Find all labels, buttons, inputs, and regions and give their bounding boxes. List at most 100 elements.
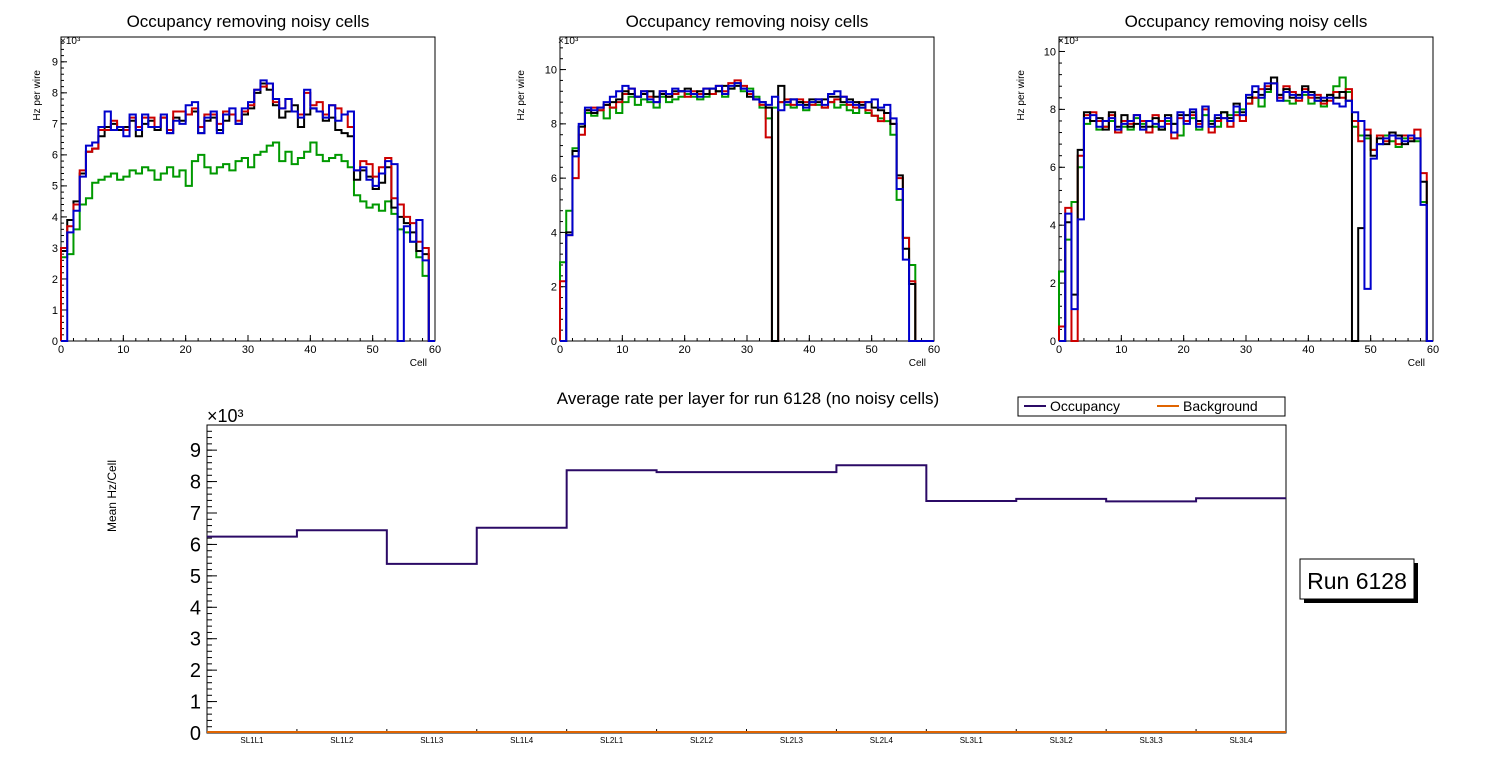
y-tick-label: 5 bbox=[52, 181, 58, 193]
histogram-blue bbox=[560, 82, 934, 342]
x-tick-label: 20 bbox=[679, 344, 691, 356]
x-category-label: SL2L1 bbox=[600, 736, 624, 745]
y-tick-label: 4 bbox=[52, 212, 58, 224]
y-tick-label: 6 bbox=[551, 173, 557, 185]
histogram-black bbox=[560, 84, 934, 342]
y-tick-label: 7 bbox=[52, 119, 58, 131]
y-tick-label: 1 bbox=[52, 305, 58, 317]
plot-frame bbox=[559, 36, 935, 342]
y-axis-exponent: ×10³ bbox=[207, 406, 244, 426]
legend-entry-occupancy: Occupancy bbox=[1050, 398, 1120, 414]
chart-title: Occupancy removing noisy cells bbox=[127, 12, 370, 31]
legend-box bbox=[1017, 396, 1286, 417]
y-axis-label: Hz per wire bbox=[516, 70, 527, 121]
x-tick-label: 10 bbox=[117, 344, 129, 356]
run-annotation: Run 6128 bbox=[1299, 558, 1418, 603]
x-tick-label: 40 bbox=[304, 344, 316, 356]
y-axis-exponent: ×10³ bbox=[60, 36, 81, 47]
y-axis-exponent: ×10³ bbox=[558, 36, 579, 47]
average-rate-histogram: Average rate per layer for run 6128 (no … bbox=[105, 389, 1418, 745]
x-tick-label: 60 bbox=[429, 344, 441, 356]
y-tick-label: 5 bbox=[190, 566, 201, 588]
top-middle-histogram: Occupancy removing noisy cells Hz per wir… bbox=[516, 12, 940, 369]
y-tick-label: 10 bbox=[1044, 46, 1056, 58]
y-tick-label: 6 bbox=[52, 150, 58, 162]
y-tick-label: 7 bbox=[190, 503, 201, 525]
x-category-label: SL3L3 bbox=[1140, 736, 1164, 745]
x-tick-label: 0 bbox=[557, 344, 563, 356]
x-tick-label: 50 bbox=[1365, 344, 1377, 356]
legend: Occupancy Background bbox=[1017, 396, 1286, 417]
legend-entry-background: Background bbox=[1183, 398, 1258, 414]
x-category-label: SL1L3 bbox=[420, 736, 444, 745]
x-tick-label: 50 bbox=[866, 344, 878, 356]
x-tick-label: 60 bbox=[1427, 344, 1439, 356]
y-tick-label: 2 bbox=[1050, 278, 1056, 290]
annotation-box bbox=[1299, 558, 1415, 600]
histogram-red bbox=[559, 79, 934, 342]
y-tick-label: 3 bbox=[52, 243, 58, 255]
x-tick-label: 40 bbox=[803, 344, 815, 356]
y-tick-label: 1 bbox=[190, 692, 201, 714]
top-left-histogram: Occupancy removing noisy cells Hz per wir… bbox=[32, 12, 441, 369]
y-tick-label: 9 bbox=[52, 57, 58, 69]
y-tick-label: 6 bbox=[1050, 162, 1056, 174]
x-tick-label: 60 bbox=[928, 344, 940, 356]
y-axis-exponent: ×10³ bbox=[1058, 36, 1079, 47]
x-axis-label: Cell bbox=[1408, 358, 1425, 369]
x-tick-label: 0 bbox=[1056, 344, 1062, 356]
x-category-label: SL2L3 bbox=[780, 736, 804, 745]
x-category-label: SL3L2 bbox=[1050, 736, 1074, 745]
y-tick-label: 4 bbox=[190, 597, 201, 619]
y-tick-label: 0 bbox=[551, 336, 557, 348]
top-right-histogram: Occupancy removing noisy cells Hz per wir… bbox=[1016, 12, 1439, 369]
y-axis-label: Mean Hz/Cell bbox=[105, 460, 119, 532]
y-tick-label: 4 bbox=[1050, 220, 1056, 232]
y-tick-label: 8 bbox=[52, 88, 58, 100]
series-line-occupancy bbox=[207, 464, 1286, 565]
x-tick-label: 10 bbox=[1115, 344, 1127, 356]
y-tick-label: 0 bbox=[1050, 336, 1056, 348]
y-tick-label: 4 bbox=[551, 227, 557, 239]
x-category-label: SL1L1 bbox=[240, 736, 264, 745]
y-tick-label: 2 bbox=[190, 660, 201, 682]
histogram-red bbox=[60, 82, 435, 342]
y-tick-label: 9 bbox=[190, 440, 201, 462]
x-category-label: SL1L2 bbox=[330, 736, 354, 745]
chart-title: Average rate per layer for run 6128 (no … bbox=[557, 389, 939, 408]
plot-frame bbox=[1058, 36, 1434, 342]
x-tick-label: 0 bbox=[58, 344, 64, 356]
chart-title: Occupancy removing noisy cells bbox=[626, 12, 869, 31]
x-tick-label: 20 bbox=[1178, 344, 1190, 356]
y-tick-label: 2 bbox=[52, 274, 58, 286]
y-tick-label: 0 bbox=[190, 723, 201, 745]
y-axis-label: Hz per wire bbox=[1016, 70, 1027, 121]
x-tick-label: 50 bbox=[367, 344, 379, 356]
x-axis-label: Cell bbox=[909, 358, 926, 369]
histogram-blue bbox=[61, 79, 435, 342]
histogram-green bbox=[60, 141, 435, 342]
histogram-blue bbox=[1059, 82, 1433, 342]
x-tick-label: 10 bbox=[616, 344, 628, 356]
y-tick-label: 2 bbox=[551, 282, 557, 294]
y-tick-label: 8 bbox=[190, 472, 201, 494]
y-tick-label: 10 bbox=[545, 64, 557, 76]
x-category-label: SL1L4 bbox=[510, 736, 534, 745]
x-category-label: SL2L4 bbox=[870, 736, 894, 745]
y-tick-label: 3 bbox=[190, 629, 201, 651]
x-tick-label: 20 bbox=[180, 344, 192, 356]
x-category-label: SL2L2 bbox=[690, 736, 714, 745]
x-tick-label: 30 bbox=[242, 344, 254, 356]
annotation-text: Run 6128 bbox=[1307, 568, 1407, 594]
x-category-label: SL3L4 bbox=[1229, 736, 1253, 745]
y-tick-label: 8 bbox=[1050, 104, 1056, 116]
x-category-label: SL3L1 bbox=[960, 736, 984, 745]
histogram-red bbox=[1058, 82, 1433, 342]
x-axis-label: Cell bbox=[410, 358, 427, 369]
y-axis-label: Hz per wire bbox=[32, 70, 43, 121]
chart-title: Occupancy removing noisy cells bbox=[1125, 12, 1368, 31]
y-tick-label: 0 bbox=[52, 336, 58, 348]
y-tick-label: 6 bbox=[190, 534, 201, 556]
y-tick-label: 8 bbox=[551, 119, 557, 131]
